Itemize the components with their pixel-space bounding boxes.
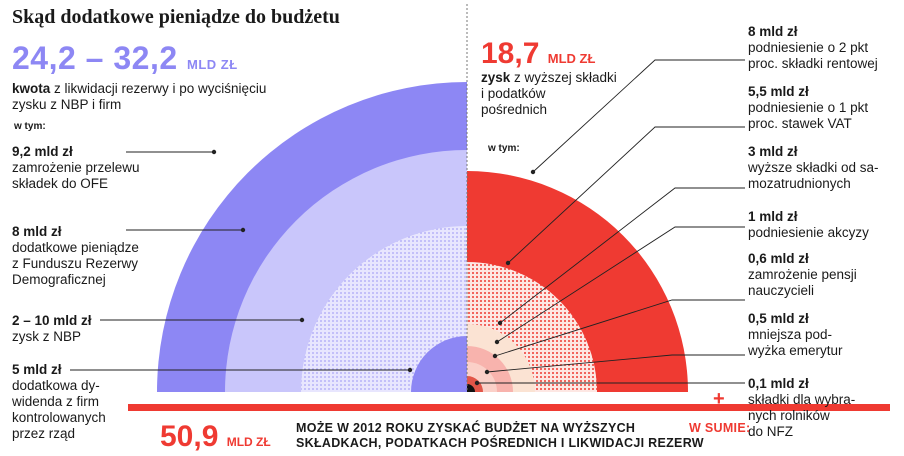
right-item-amount: 1 mld zł bbox=[748, 209, 798, 224]
leader-samozatrudnieni-dot bbox=[497, 320, 503, 326]
left-total-unit: MLD ZŁ bbox=[187, 57, 238, 72]
leader-emerytury-dot bbox=[484, 369, 490, 375]
leader-ofe-dot bbox=[211, 149, 217, 155]
right-item-amount: 3 mld zł bbox=[748, 144, 798, 159]
left-item-line: kontrolowanych bbox=[12, 409, 106, 425]
right-w-tym: w tym: bbox=[488, 143, 520, 154]
right-total: 18,7 MLD ZŁ bbox=[481, 36, 595, 71]
left-item-frd: 8 mld zł dodatkowe pieniądze z Funduszu … bbox=[12, 224, 139, 288]
right-item-line: składki dla wybra- bbox=[748, 391, 856, 407]
right-item-vat: 5,5 mld zł podniesienie o 1 pkt proc. st… bbox=[748, 84, 868, 132]
right-item-amount: 5,5 mld zł bbox=[748, 84, 809, 99]
left-total: 24,2 – 32,2 MLD ZŁ bbox=[12, 40, 238, 78]
ring-rolnicy bbox=[467, 384, 475, 392]
grand-total-line1: MOŻE W 2012 ROKU ZYSKAĆ BUDŻET NA WYŻSZY… bbox=[296, 421, 636, 435]
right-item-rolnicy: 0,1 mld zł składki dla wybra- nych rolni… bbox=[748, 376, 855, 440]
left-desc-bold: kwota bbox=[12, 81, 51, 96]
grand-total-line2: SKŁADKACH, PODATKACH POŚREDNICH I LIKWID… bbox=[296, 435, 704, 450]
ring-dywidenda bbox=[411, 336, 467, 392]
leader-rentowa bbox=[532, 59, 745, 173]
leader-rentowa-dot bbox=[530, 169, 536, 175]
right-item-amount: 0,6 mld zł bbox=[748, 251, 809, 266]
left-item-line: zysk z NBP bbox=[12, 328, 82, 344]
left-item-amount: 9,2 mld zł bbox=[12, 144, 73, 159]
left-w-tym: w tym: bbox=[14, 121, 46, 132]
left-item-line: przez rząd bbox=[12, 425, 76, 441]
left-item-amount: 5 mld zł bbox=[12, 362, 62, 377]
right-item-line: podniesienie o 1 pkt bbox=[748, 99, 869, 115]
leader-nauczyciele-dot bbox=[492, 353, 498, 359]
right-item-line: wyższe składki od sa- bbox=[748, 159, 879, 175]
page-title: Skąd dodatkowe pieniądze do budżetu bbox=[12, 6, 340, 28]
right-total-unit: MLD ZŁ bbox=[547, 51, 596, 66]
right-desc-bold: zysk bbox=[481, 70, 511, 85]
left-item-line: dodatkowe pieniądze bbox=[12, 239, 139, 255]
right-item-samozatrudnieni: 3 mld zł wyższe składki od sa- mozatrudn… bbox=[748, 144, 879, 192]
right-item-line: nauczycieli bbox=[748, 282, 815, 298]
right-item-line: zamrożenie pensji bbox=[748, 266, 857, 282]
leader-emerytury bbox=[486, 354, 745, 373]
right-description: zysk z wyższej składki i podatków pośred… bbox=[481, 70, 617, 118]
left-rings bbox=[157, 82, 467, 392]
total-bar bbox=[128, 404, 890, 411]
leader-vat bbox=[507, 126, 745, 264]
right-item-amount: 0,1 mld zł bbox=[748, 376, 809, 391]
right-item-amount: 0,5 mld zł bbox=[748, 311, 809, 326]
left-item-amount: 8 mld zł bbox=[12, 224, 62, 239]
left-desc-line2: zysku z NBP i firm bbox=[12, 96, 122, 112]
left-desc-line1: z likwidacji rezerwy i po wyciśnięciu bbox=[50, 81, 267, 96]
leader-nauczyciele bbox=[494, 299, 745, 357]
right-item-line: mozatrudnionych bbox=[748, 175, 851, 191]
left-item-line: składek do OFE bbox=[12, 175, 109, 191]
w-sumie-label: W SUMIE: bbox=[689, 421, 751, 435]
right-desc-line3: pośrednich bbox=[481, 101, 548, 117]
right-desc-line1: z wyższej składki bbox=[510, 70, 617, 85]
left-item-nbp: 2 – 10 mld zł zysk z NBP bbox=[12, 313, 92, 345]
right-total-value: 18,7 bbox=[481, 37, 540, 70]
left-item-line: zamrożenie przelewu bbox=[12, 159, 140, 175]
right-item-nauczyciele: 0,6 mld zł zamrożenie pensji nauczycieli bbox=[748, 251, 857, 299]
leader-samozatrudnieni bbox=[499, 187, 745, 324]
leader-frd-dot bbox=[240, 227, 246, 233]
ring-nbp bbox=[301, 226, 467, 392]
grand-total-text: MOŻE W 2012 ROKU ZYSKAĆ BUDŻET NA WYŻSZY… bbox=[296, 421, 704, 451]
leader-nbp-dot bbox=[299, 317, 305, 323]
right-item-line: wyżka emerytur bbox=[748, 342, 843, 358]
right-rings bbox=[467, 171, 688, 392]
left-total-value: 24,2 – 32,2 bbox=[12, 40, 178, 76]
left-item-line: widenda z firm bbox=[12, 393, 100, 409]
right-item-line: nych rolników bbox=[748, 407, 830, 423]
left-item-dywidenda: 5 mld zł dodatkowa dy- widenda z firm ko… bbox=[12, 362, 106, 442]
right-item-rentowa: 8 mld zł podniesienie o 2 pkt proc. skła… bbox=[748, 24, 878, 72]
grand-total: 50,9 MLD ZŁ bbox=[160, 419, 271, 454]
left-item-line: z Funduszu Rezerwy bbox=[12, 255, 139, 271]
right-item-akcyza: 1 mld zł podniesienie akcyzy bbox=[748, 209, 869, 241]
leader-akcyza-dot bbox=[494, 339, 500, 345]
right-item-amount: 8 mld zł bbox=[748, 24, 798, 39]
right-item-line: proc. składki rentowej bbox=[748, 55, 878, 71]
right-desc-line2: i podatków bbox=[481, 85, 546, 101]
left-item-amount: 2 – 10 mld zł bbox=[12, 313, 92, 328]
left-item-line: Demograficznej bbox=[12, 271, 106, 287]
right-item-line: proc. stawek VAT bbox=[748, 115, 852, 131]
right-item-emerytury: 0,5 mld zł mniejsza pod- wyżka emerytur bbox=[748, 311, 843, 359]
leader-lines bbox=[70, 59, 745, 386]
right-item-line: do NFZ bbox=[748, 423, 794, 439]
right-item-line: mniejsza pod- bbox=[748, 326, 833, 342]
leader-dywidenda-dot bbox=[407, 367, 413, 373]
left-description: kwota z likwidacji rezerwy i po wyciśnię… bbox=[12, 81, 266, 113]
left-item-ofe: 9,2 mld zł zamrożenie przelewu składek d… bbox=[12, 144, 140, 192]
right-item-line: podniesienie akcyzy bbox=[748, 224, 869, 240]
grand-total-value: 50,9 bbox=[160, 420, 219, 453]
left-item-line: dodatkowa dy- bbox=[12, 377, 100, 393]
grand-total-unit: MLD ZŁ bbox=[226, 435, 271, 449]
leader-akcyza bbox=[496, 226, 745, 343]
plus-sign: + bbox=[713, 388, 725, 410]
leader-rolnicy-dot bbox=[474, 380, 480, 386]
leader-vat-dot bbox=[505, 260, 511, 266]
right-item-line: podniesienie o 2 pkt bbox=[748, 39, 869, 55]
